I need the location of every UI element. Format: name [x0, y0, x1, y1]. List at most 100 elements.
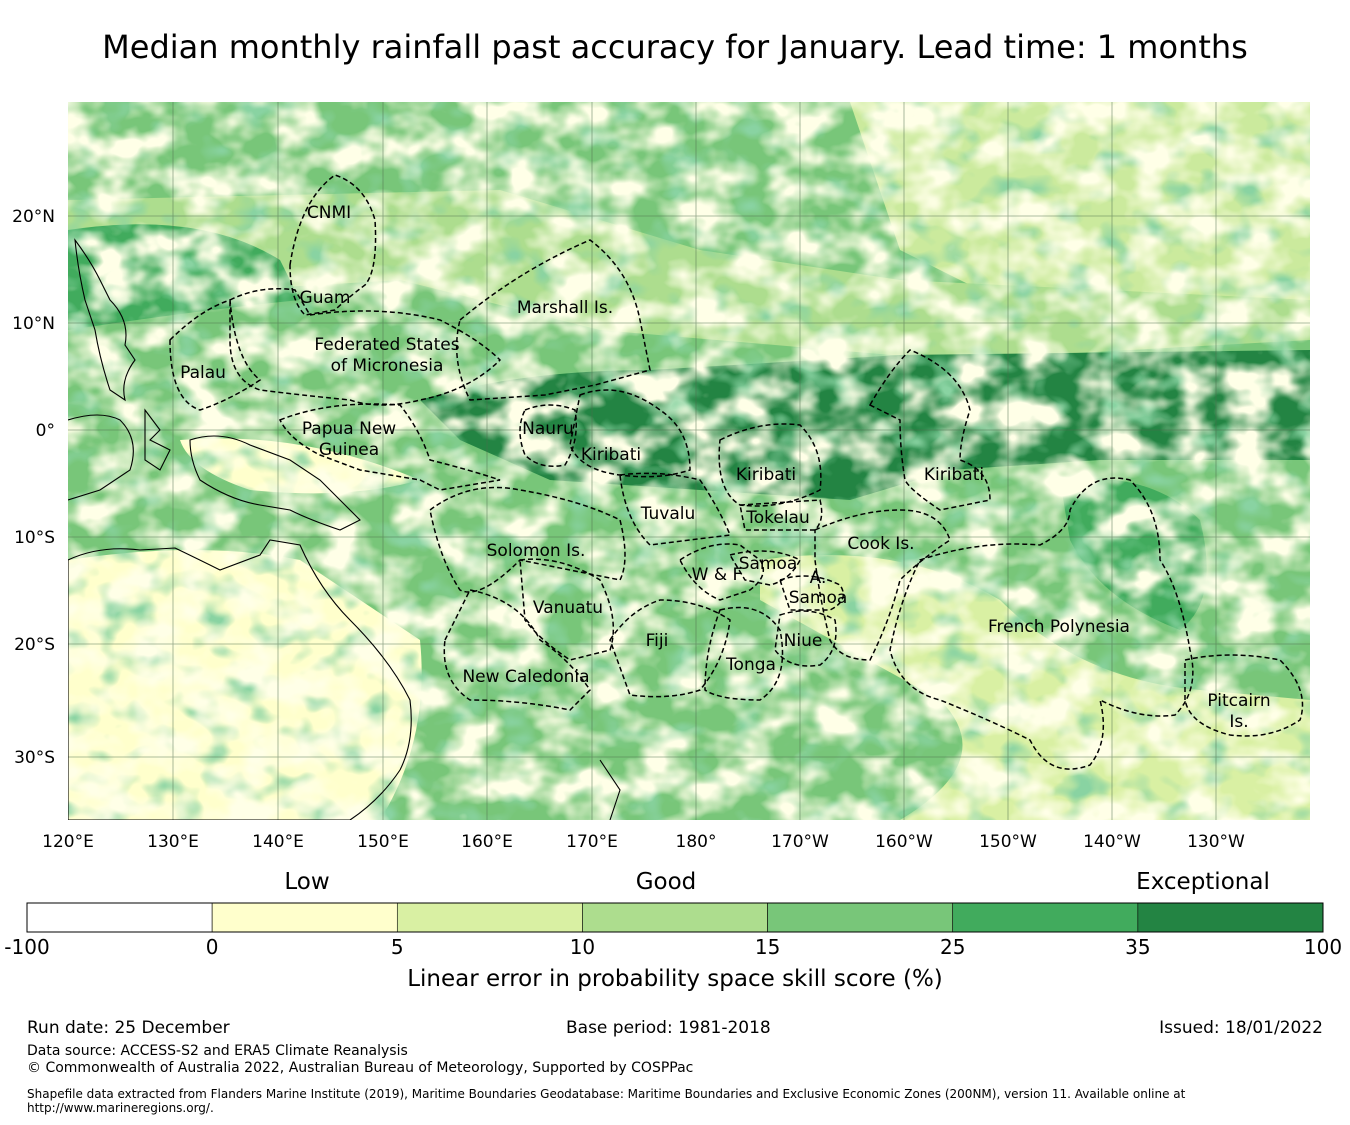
lon-tick-label: 140°W	[1083, 832, 1141, 852]
cnmi-boundary	[289, 174, 377, 316]
kiribati-line-boundary	[868, 349, 991, 511]
region-label: Vanuatu	[533, 598, 603, 618]
map-title: Median monthly rainfall past accuracy fo…	[102, 28, 1248, 66]
colorbar-tick-label: 0	[206, 935, 219, 959]
lon-tick-label: 170°W	[771, 832, 829, 852]
colorbar-categories: Low Good Exceptional	[284, 869, 1269, 895]
solomon-boundary	[429, 486, 626, 593]
region-label: Tokelau	[745, 508, 810, 528]
lon-tick-label: 160°E	[461, 832, 513, 852]
tonga-boundary	[704, 606, 784, 701]
region-label: Samoa	[789, 588, 848, 608]
lat-tick-label: 20°S	[14, 635, 55, 655]
longitude-labels: 120°E 130°E 140°E 150°E 160°E 170°E 180° 170°W 1…	[42, 832, 1245, 852]
issued-date: Issued: 18/01/2022	[1159, 1018, 1323, 1038]
region-label: Kiribati	[736, 465, 796, 485]
palau-boundary	[169, 298, 262, 411]
graticule	[68, 102, 1310, 820]
lat-tick-label: 30°S	[14, 748, 55, 768]
colorbar-bin	[1137, 902, 1324, 933]
colorbar-bins	[26, 902, 1324, 933]
borneo-coastline	[68, 414, 134, 501]
colorbar-frame	[26, 902, 1324, 933]
niue-boundary	[774, 610, 837, 667]
png-boundary	[278, 403, 501, 491]
lon-tick-label: 150°W	[979, 832, 1037, 852]
colorbar-tick-label: 5	[391, 935, 404, 959]
colorbar-tick-label: 10	[570, 935, 595, 959]
american-samoa-boundary	[779, 575, 845, 611]
fiji-boundary	[609, 599, 731, 698]
colorbar: Low Good Exceptional -100 0 5 10 15 25 35 100 Lin…	[4, 869, 1342, 992]
region-label: Tuvalu	[640, 504, 696, 524]
colorbar-bin	[26, 902, 213, 933]
region-label: Is.	[1229, 712, 1248, 732]
kiribati-phoenix-boundary	[718, 423, 822, 507]
lon-tick-label: 130°W	[1187, 832, 1245, 852]
region-label: Cook Is.	[847, 534, 914, 554]
lat-tick-label: 10°N	[12, 314, 55, 334]
marshall-boundary	[455, 239, 651, 401]
skill-map: CNMI Guam Marshall Is. Federated States …	[4, 102, 1342, 992]
lon-tick-label: 140°E	[252, 832, 304, 852]
region-label: Samoa	[739, 554, 798, 574]
region-label: Solomon Is.	[487, 541, 586, 561]
region-label: Palau	[180, 363, 226, 383]
lon-tick-label: 160°W	[875, 832, 933, 852]
colorbar-category: Low	[284, 869, 329, 895]
sulawesi-coastline	[144, 408, 171, 471]
lon-tick-label: 180°	[676, 832, 717, 852]
latitude-labels: 20°N 10°N 0° 10°S 20°S 30°S	[12, 207, 55, 768]
region-label: Kiribati	[924, 465, 984, 485]
region-label: French Polynesia	[988, 617, 1130, 637]
region-label: Papua New	[302, 419, 396, 439]
lon-tick-label: 150°E	[357, 832, 409, 852]
fsm-boundary	[229, 288, 502, 406]
colorbar-ticks: -100 0 5 10 15 25 35 100	[4, 935, 1342, 959]
wallis-futuna-boundary	[679, 543, 765, 601]
lon-tick-label: 120°E	[42, 832, 94, 852]
lat-tick-label: 20°N	[12, 207, 55, 227]
region-label: A.	[810, 568, 827, 588]
region-label: Nauru	[522, 419, 574, 439]
colorbar-bin	[396, 902, 583, 933]
shapefile-credit: Shapefile data extracted from Flanders M…	[27, 1087, 1186, 1115]
region-label: Federated States	[314, 335, 459, 355]
region-label: New Caledonia	[462, 667, 589, 687]
region-label: Guam	[300, 288, 351, 308]
samoa-boundary	[728, 550, 802, 586]
coastlines	[68, 238, 621, 820]
vanuatu-boundary	[519, 558, 615, 661]
colorbar-tick-label: -100	[4, 935, 49, 959]
colorbar-category: Exceptional	[1136, 869, 1270, 895]
colorbar-bin	[952, 902, 1139, 933]
colorbar-tick-label: 35	[1125, 935, 1150, 959]
colorbar-bin	[582, 902, 768, 933]
colorbar-bin	[767, 902, 954, 933]
base-period: Base period: 1981-2018	[566, 1018, 771, 1038]
tokelau-boundary	[739, 499, 823, 531]
islands-coastline	[599, 759, 621, 820]
philippines-coastline	[74, 238, 136, 402]
lat-tick-label: 10°S	[14, 528, 55, 548]
new-caledonia-boundary	[443, 589, 591, 711]
french-polynesia-boundary	[889, 477, 1194, 770]
run-date: Run date: 25 December	[27, 1018, 230, 1038]
pitcairn-boundary	[1184, 654, 1304, 737]
colorbar-title: Linear error in probability space skill …	[407, 966, 943, 992]
lon-tick-label: 170°E	[566, 832, 618, 852]
png-coastline	[189, 435, 361, 531]
region-label: Niue	[784, 631, 823, 651]
colorbar-tick-label: 15	[755, 935, 780, 959]
region-label: Fiji	[646, 631, 669, 651]
region-label: CNMI	[307, 203, 351, 223]
eez-boundaries	[169, 174, 1304, 770]
colorbar-tick-label: 100	[1304, 935, 1342, 959]
region-label: Pitcairn	[1207, 691, 1270, 711]
copyright: © Commonwealth of Australia 2022, Austra…	[27, 1060, 694, 1076]
kiribati-gilbert-boundary	[569, 389, 691, 478]
nauru-boundary	[519, 404, 577, 467]
region-label: Marshall Is.	[517, 298, 613, 318]
data-source: Data source: ACCESS-S2 and ERA5 Climate …	[27, 1043, 408, 1059]
colorbar-category: Good	[636, 869, 697, 895]
